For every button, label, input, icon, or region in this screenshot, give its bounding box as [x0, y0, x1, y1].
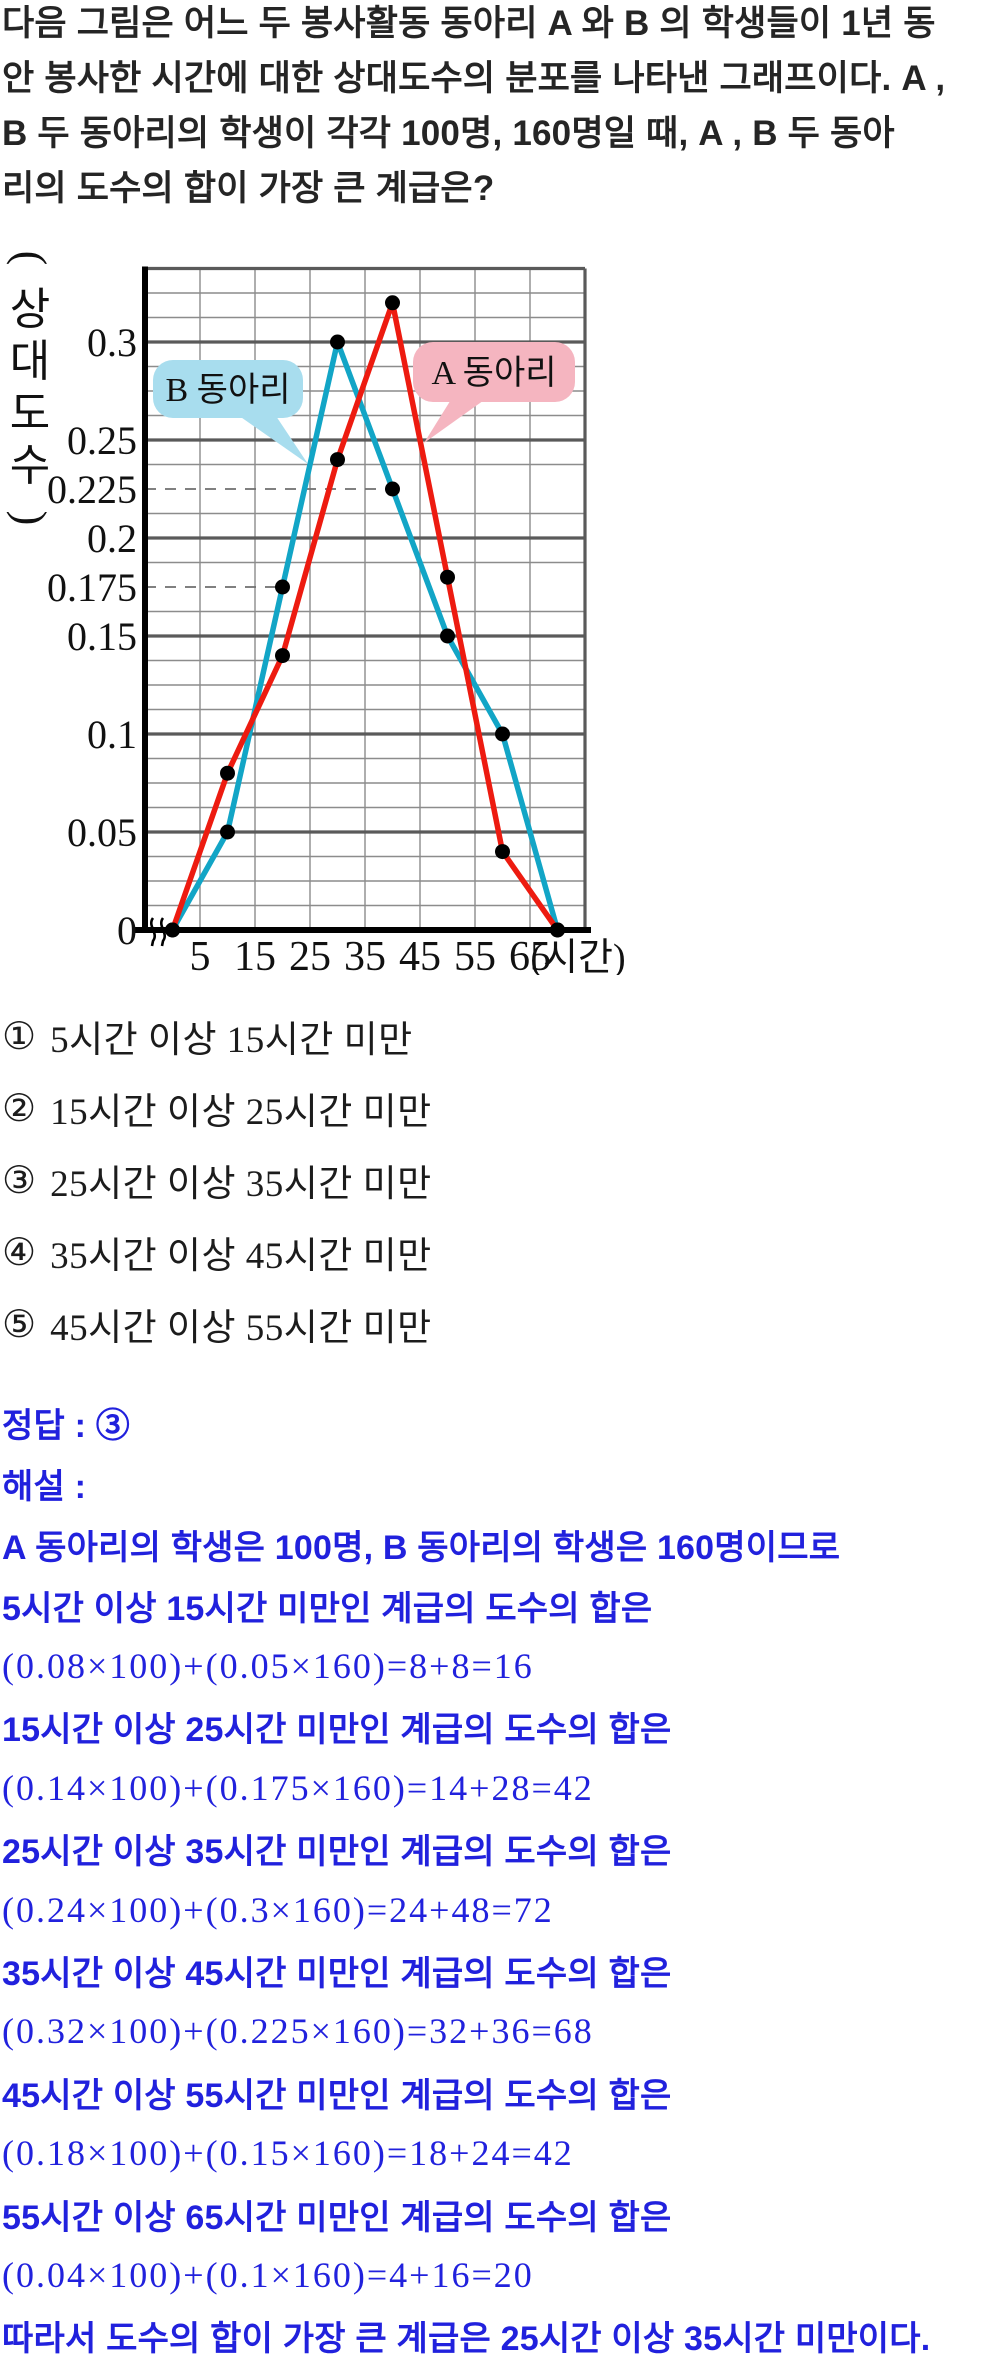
- solution-line: 55시간 이상 65시간 미만인 계급의 도수의 합은: [2, 2198, 672, 2237]
- axis-break-squiggle: [150, 917, 156, 947]
- data-point: [495, 726, 510, 742]
- option-1[interactable]: ① 5시간 이상 15시간 미만: [2, 1000, 902, 1072]
- x-tick-label: 25: [289, 934, 331, 975]
- legend-b-bubble: [153, 360, 303, 418]
- x-tick-label: 45: [399, 934, 441, 975]
- y-tick-label: 0.1: [87, 712, 137, 757]
- y-tick-label: 0.15: [67, 614, 137, 659]
- legend-b-label: B 동아리: [165, 372, 290, 409]
- x-tick-label: 65: [509, 934, 551, 975]
- data-point: [550, 922, 565, 938]
- series-b-line: [169, 339, 561, 933]
- data-point: [440, 569, 455, 585]
- x-axis-unit-label: (시간): [530, 937, 625, 975]
- answer-line: 정답 : ③: [2, 1406, 130, 1445]
- legend-a-label: A 동아리: [431, 355, 556, 392]
- solution-math-line: (0.18×100)+(0.15×160)=18+24=42: [2, 2133, 574, 2174]
- x-tick-label: 35: [344, 934, 386, 975]
- question-line-4: 리의 도수의 합이 가장 큰 계급은?: [2, 169, 495, 208]
- y-tick-label: 0.25: [67, 418, 137, 463]
- y-tick-label: 0: [117, 908, 137, 953]
- legend-a-tail: [424, 398, 487, 443]
- y-axis-title-char: (: [6, 251, 55, 266]
- solution-line: 35시간 이상 45시간 미만인 계급의 도수의 합은: [2, 1954, 672, 1993]
- series-a-line: [169, 300, 561, 933]
- data-point: [495, 844, 510, 860]
- y-axis-title-char: 상: [10, 285, 50, 334]
- solution-block: 정답 : ③ 해설 : A 동아리의 학생은 100명, B 동아리의 학생은 …: [2, 1392, 993, 2359]
- solution-line: 15시간 이상 25시간 미만인 계급의 도수의 합은: [2, 1711, 672, 1750]
- solution-line: 5시간 이상 15시간 미만인 계급의 도수의 합은: [2, 1589, 653, 1628]
- option-3-label: 25시간 이상 35시간 미만: [50, 1164, 432, 1205]
- x-tick-label: 5: [190, 934, 211, 975]
- option-2[interactable]: ② 15시간 이상 25시간 미만: [2, 1072, 902, 1144]
- data-point: [275, 648, 290, 664]
- data-point: [165, 922, 180, 938]
- data-point: [330, 452, 345, 468]
- y-tick-label: 0.3: [87, 320, 137, 365]
- option-3[interactable]: ③ 25시간 이상 35시간 미만: [2, 1144, 902, 1216]
- option-5-label: 45시간 이상 55시간 미만: [50, 1308, 432, 1349]
- y-axis-title-char: 대: [10, 337, 50, 386]
- question-line-1: 다음 그림은 어느 두 봉사활동 동아리 A 와 B 의 학생들이 1년 동: [2, 4, 936, 43]
- axis-break-squiggle: [160, 917, 166, 947]
- solution-math-line: (0.08×100)+(0.05×160)=8+8=16: [2, 1646, 534, 1686]
- option-4-marker: ④: [2, 1231, 37, 1274]
- data-point: [385, 481, 400, 497]
- x-tick-label: 15: [234, 934, 276, 975]
- legend-a-bubble: [413, 342, 575, 402]
- solution-line: 45시간 이상 55시간 미만인 계급의 도수의 합은: [2, 2076, 672, 2115]
- option-5-marker: ⑤: [2, 1303, 37, 1346]
- y-axis-title-char: 도: [10, 389, 50, 438]
- question-line-2: 안 봉사한 시간에 대한 상대도수의 분포를 나타낸 그래프이다. A ,: [2, 59, 946, 98]
- option-4[interactable]: ④ 35시간 이상 45시간 미만: [2, 1216, 902, 1288]
- data-point: [220, 824, 235, 840]
- explanation-heading: 해설 :: [2, 1467, 87, 1506]
- option-5[interactable]: ⑤ 45시간 이상 55시간 미만: [2, 1288, 902, 1360]
- option-4-label: 35시간 이상 45시간 미만: [50, 1236, 432, 1277]
- option-2-marker: ②: [2, 1087, 37, 1130]
- option-1-marker: ①: [2, 1015, 37, 1058]
- data-point: [385, 295, 400, 311]
- question-line-3: B 두 동아리의 학생이 각각 100명, 160명일 때, A , B 두 동…: [2, 114, 895, 153]
- data-point: [330, 334, 345, 350]
- option-3-marker: ③: [2, 1159, 37, 1202]
- solution-line: A 동아리의 학생은 100명, B 동아리의 학생은 160명이므로: [2, 1528, 841, 1567]
- data-point: [220, 765, 235, 781]
- y-tick-label: 0.05: [67, 810, 137, 855]
- solution-math-line: (0.04×100)+(0.1×160)=4+16=20: [2, 2254, 534, 2295]
- data-point: [275, 579, 290, 595]
- data-point: [440, 628, 455, 644]
- solution-line: 25시간 이상 35시간 미만인 계급의 도수의 합은: [2, 1833, 672, 1872]
- option-2-label: 15시간 이상 25시간 미만: [50, 1092, 432, 1133]
- y-tick-label: 0.175: [47, 565, 137, 610]
- y-tick-label: 0.225: [47, 467, 137, 512]
- x-tick-label: 55: [454, 934, 496, 975]
- y-axis-title-char: 수: [10, 441, 50, 490]
- question-text: 다음 그림은 어느 두 봉사활동 동아리 A 와 B 의 학생들이 1년 동 안…: [2, 0, 993, 216]
- solution-math-line: (0.24×100)+(0.3×160)=24+48=72: [2, 1889, 554, 1930]
- relative-frequency-chart: B 동아리 A 동아리 0.3 0.25 0.225 0.2 0.175 0.15 0.1 0.0…: [0, 230, 660, 980]
- option-1-label: 5시간 이상 15시간 미만: [50, 1020, 413, 1061]
- y-axis-title-char: ): [6, 511, 55, 526]
- answer-options: ① 5시간 이상 15시간 미만 ② 15시간 이상 25시간 미만 ③ 25시…: [2, 1000, 902, 1360]
- legend-b-tail: [235, 410, 308, 464]
- solution-math-line: (0.14×100)+(0.175×160)=14+28=42: [2, 1767, 594, 1808]
- solution-math-line: (0.32×100)+(0.225×160)=32+36=68: [2, 2011, 594, 2052]
- solution-conclusion: 따라서 도수의 합이 가장 큰 계급은 25시간 이상 35시간 미만이다.: [2, 2320, 931, 2359]
- y-tick-label: 0.2: [87, 516, 137, 561]
